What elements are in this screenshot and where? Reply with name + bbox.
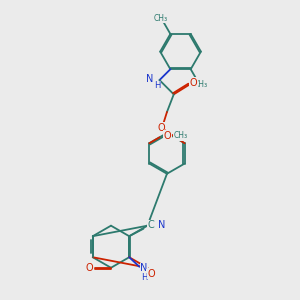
Text: CH₃: CH₃	[153, 14, 167, 22]
Text: O: O	[148, 269, 155, 279]
Text: O: O	[190, 78, 198, 88]
Text: O: O	[164, 131, 171, 141]
Text: C: C	[148, 220, 154, 230]
Text: H: H	[154, 81, 161, 90]
Text: H: H	[141, 273, 147, 282]
Text: N: N	[140, 263, 148, 273]
Text: O: O	[158, 123, 165, 133]
Text: CH₃: CH₃	[193, 80, 208, 89]
Text: H: H	[147, 270, 153, 279]
Text: N: N	[146, 74, 153, 84]
Text: O: O	[85, 263, 93, 273]
Text: CH₃: CH₃	[174, 131, 188, 140]
Text: N: N	[158, 220, 165, 230]
